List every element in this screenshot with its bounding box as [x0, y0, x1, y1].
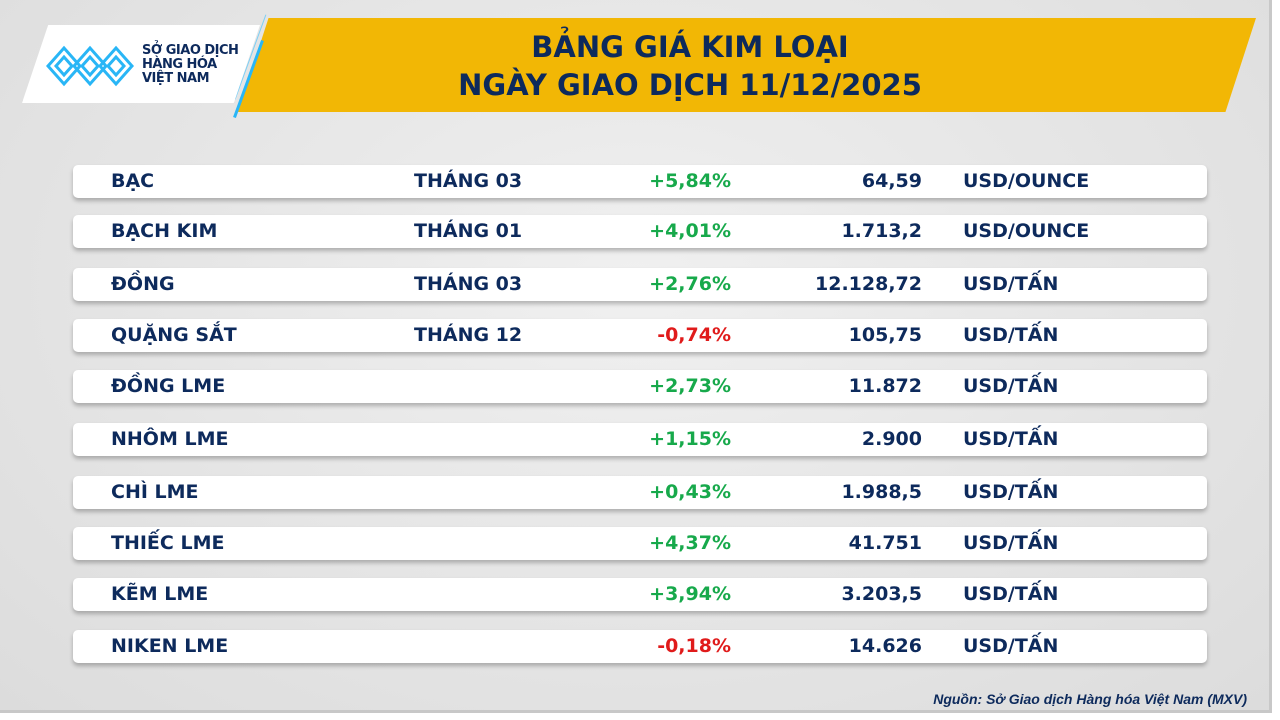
price-unit: USD/TẤN	[963, 324, 1059, 346]
price-change: +5,84%	[649, 170, 731, 192]
table-row: KẼM LME +3,94% 3.203,5 USD/TẤN	[73, 578, 1207, 611]
price-value: 11.872	[848, 375, 922, 397]
logo-text: SỞ GIAO DỊCH HÀNG HÓA VIỆT NAM	[142, 43, 239, 86]
table-row: CHÌ LME +0,43% 1.988,5 USD/TẤN	[73, 476, 1207, 509]
price-change: +4,37%	[649, 532, 731, 554]
table-row: THIẾC LME +4,37% 41.751 USD/TẤN	[73, 527, 1207, 560]
metal-name: NHÔM LME	[111, 428, 229, 450]
title-line-1: BẢNG GIÁ KIM LOẠI	[531, 30, 849, 64]
contract-month: THÁNG 03	[414, 273, 523, 295]
metal-name: NIKEN LME	[111, 635, 229, 657]
price-value: 1.713,2	[841, 220, 922, 242]
price-value: 2.900	[861, 428, 922, 450]
contract-month: THÁNG 12	[414, 324, 523, 346]
metal-name: THIẾC LME	[111, 532, 225, 554]
metal-name: CHÌ LME	[111, 481, 199, 503]
price-unit: USD/TẤN	[963, 635, 1059, 657]
logo-line: SỞ GIAO DỊCH	[142, 43, 239, 58]
table-row: BẠCH KIM THÁNG 01 +4,01% 1.713,2 USD/OUNCE	[73, 215, 1207, 248]
table-row: NIKEN LME -0,18% 14.626 USD/TẤN	[73, 630, 1207, 663]
price-change: +2,76%	[649, 273, 731, 295]
table-row: QUẶNG SẮT THÁNG 12 -0,74% 105,75 USD/TẤN	[73, 319, 1207, 352]
price-change: -0,74%	[657, 324, 731, 346]
title-line-2: NGÀY GIAO DỊCH 11/12/2025	[458, 68, 922, 102]
price-unit: USD/TẤN	[963, 481, 1059, 503]
logo-line: VIỆT NAM	[142, 71, 210, 86]
table-row: ĐỒNG THÁNG 03 +2,76% 12.128,72 USD/TẤN	[73, 268, 1207, 301]
source-note: Nguồn: Sở Giao dịch Hàng hóa Việt Nam (M…	[933, 691, 1247, 707]
metal-name: BẠC	[111, 170, 155, 192]
contract-month: THÁNG 01	[414, 220, 523, 242]
price-value: 105,75	[848, 324, 922, 346]
price-value: 64,59	[861, 170, 922, 192]
table-row: BẠC THÁNG 03 +5,84% 64,59 USD/OUNCE	[73, 165, 1207, 198]
price-change: +4,01%	[649, 220, 731, 242]
metal-name: BẠCH KIM	[111, 220, 218, 242]
logo-line: HÀNG HÓA	[142, 57, 217, 72]
table-row: NHÔM LME +1,15% 2.900 USD/TẤN	[73, 423, 1207, 456]
logo	[22, 25, 260, 103]
price-unit: USD/TẤN	[963, 273, 1059, 295]
price-unit: USD/TẤN	[963, 532, 1059, 554]
price-value: 1.988,5	[841, 481, 922, 503]
price-unit: USD/OUNCE	[963, 220, 1090, 242]
price-unit: USD/TẤN	[963, 375, 1059, 397]
header-banner	[238, 18, 1256, 112]
price-unit: USD/OUNCE	[963, 170, 1090, 192]
table-row: ĐỒNG LME +2,73% 11.872 USD/TẤN	[73, 370, 1207, 403]
page-title: BẢNG GIÁ KIM LOẠI NGÀY GIAO DỊCH 11/12/2…	[300, 28, 1080, 104]
mxv-logo-icon	[46, 45, 135, 87]
price-value: 12.128,72	[815, 273, 922, 295]
metal-name: ĐỒNG	[111, 273, 175, 295]
price-change: +3,94%	[649, 583, 731, 605]
price-unit: USD/TẤN	[963, 583, 1059, 605]
price-change: +0,43%	[649, 481, 731, 503]
price-unit: USD/TẤN	[963, 428, 1059, 450]
price-change: +1,15%	[649, 428, 731, 450]
price-value: 14.626	[848, 635, 922, 657]
price-change: -0,18%	[657, 635, 731, 657]
metal-name: KẼM LME	[111, 583, 209, 605]
metal-name: QUẶNG SẮT	[111, 324, 237, 346]
price-change: +2,73%	[649, 375, 731, 397]
price-value: 3.203,5	[841, 583, 922, 605]
metal-name: ĐỒNG LME	[111, 375, 226, 397]
price-value: 41.751	[848, 532, 922, 554]
contract-month: THÁNG 03	[414, 170, 523, 192]
